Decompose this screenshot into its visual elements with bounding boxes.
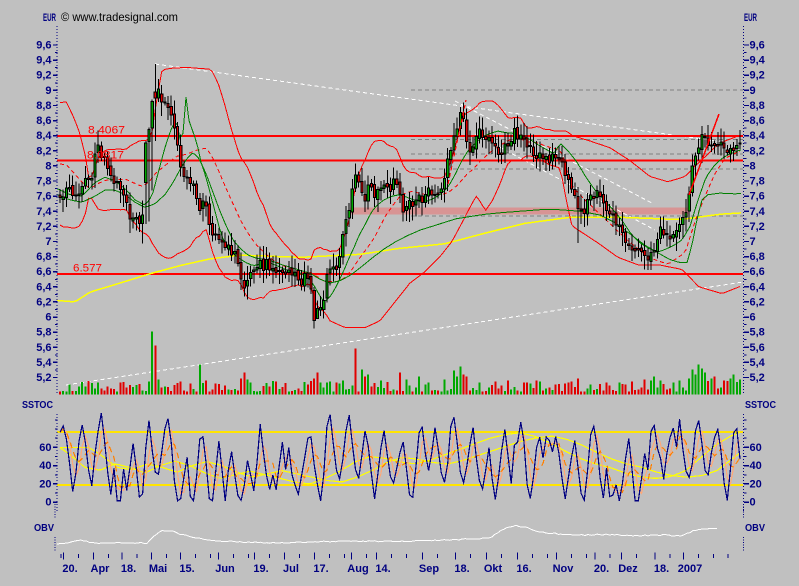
svg-text:Aug: Aug (347, 563, 368, 575)
svg-text:6,8: 6,8 (36, 251, 51, 263)
svg-text:20.: 20. (62, 563, 77, 575)
svg-text:60: 60 (39, 442, 51, 454)
svg-text:0: 0 (750, 497, 756, 509)
svg-text:9,6: 9,6 (36, 40, 51, 52)
svg-text:7,8: 7,8 (36, 176, 51, 188)
svg-text:18.: 18. (654, 563, 669, 575)
svg-text:8,6: 8,6 (750, 115, 765, 127)
svg-text:18.: 18. (454, 563, 469, 575)
svg-text:Mai: Mai (149, 563, 167, 575)
svg-text:14.: 14. (375, 563, 390, 575)
svg-text:8,8: 8,8 (750, 100, 765, 112)
svg-text:20.: 20. (594, 563, 609, 575)
svg-text:0: 0 (45, 497, 51, 509)
svg-text:9,2: 9,2 (750, 70, 765, 82)
svg-text:5,4: 5,4 (750, 357, 766, 369)
svg-text:60: 60 (750, 442, 762, 454)
svg-text:SSTOC: SSTOC (22, 400, 53, 411)
svg-text:40: 40 (39, 460, 51, 472)
svg-text:19.: 19. (253, 563, 268, 575)
svg-text:8,4: 8,4 (36, 130, 52, 142)
svg-text:OBV: OBV (34, 523, 54, 534)
svg-text:8,2: 8,2 (750, 145, 765, 157)
svg-text:EUR: EUR (43, 12, 56, 24)
svg-text:7,4: 7,4 (750, 206, 766, 218)
svg-text:Jun: Jun (215, 563, 235, 575)
svg-text:7,6: 7,6 (36, 191, 51, 203)
svg-text:7: 7 (750, 236, 756, 248)
svg-text:2007: 2007 (678, 563, 702, 575)
svg-text:8,2: 8,2 (36, 145, 51, 157)
svg-text:6,4: 6,4 (750, 281, 766, 293)
svg-text:9,6: 9,6 (750, 40, 765, 52)
svg-text:6,2: 6,2 (750, 296, 765, 308)
svg-text:5,6: 5,6 (36, 342, 51, 354)
svg-text:9,4: 9,4 (36, 55, 52, 67)
svg-text:5,2: 5,2 (36, 372, 51, 384)
svg-text:7,2: 7,2 (750, 221, 765, 233)
svg-text:6,4: 6,4 (36, 281, 52, 293)
svg-text:5,6: 5,6 (750, 342, 765, 354)
svg-text:7,4: 7,4 (36, 206, 52, 218)
svg-text:© www.tradesignal.com: © www.tradesignal.com (61, 10, 178, 24)
svg-text:8.0817: 8.0817 (87, 149, 124, 161)
svg-text:6,6: 6,6 (36, 266, 51, 278)
svg-text:6,8: 6,8 (750, 251, 765, 263)
svg-text:40: 40 (750, 460, 762, 472)
svg-text:Apr: Apr (91, 563, 111, 575)
svg-text:18.: 18. (121, 563, 136, 575)
svg-text:8,4: 8,4 (750, 130, 766, 142)
svg-text:20: 20 (750, 478, 762, 490)
svg-text:OBV: OBV (745, 523, 765, 534)
svg-text:9: 9 (750, 85, 756, 97)
svg-text:Dez: Dez (618, 563, 638, 575)
svg-text:SSTOC: SSTOC (745, 400, 776, 411)
svg-text:16.: 16. (516, 563, 531, 575)
svg-text:8: 8 (45, 160, 51, 172)
svg-text:5,4: 5,4 (36, 357, 52, 369)
svg-text:6,6: 6,6 (750, 266, 765, 278)
svg-text:7,6: 7,6 (750, 191, 765, 203)
svg-text:Sep: Sep (419, 563, 439, 575)
svg-text:9,2: 9,2 (36, 70, 51, 82)
svg-text:17.: 17. (313, 563, 328, 575)
svg-text:5,8: 5,8 (36, 327, 51, 339)
svg-text:6: 6 (750, 312, 756, 324)
svg-text:6: 6 (45, 312, 51, 324)
svg-text:15.: 15. (179, 563, 194, 575)
svg-text:6,2: 6,2 (36, 296, 51, 308)
svg-text:6.577: 6.577 (73, 263, 102, 275)
svg-text:8,8: 8,8 (36, 100, 51, 112)
svg-text:8.4067: 8.4067 (88, 125, 125, 137)
svg-text:5,8: 5,8 (750, 327, 765, 339)
svg-text:7,2: 7,2 (36, 221, 51, 233)
svg-text:20: 20 (39, 478, 51, 490)
svg-text:8,6: 8,6 (36, 115, 51, 127)
svg-text:8: 8 (750, 160, 756, 172)
svg-text:7,8: 7,8 (750, 176, 765, 188)
svg-text:9: 9 (45, 85, 51, 97)
svg-text:7: 7 (45, 236, 51, 248)
svg-text:Nov: Nov (553, 563, 575, 575)
svg-text:9,4: 9,4 (750, 55, 766, 67)
svg-text:EUR: EUR (744, 12, 757, 24)
svg-text:Jul: Jul (283, 563, 299, 575)
svg-text:Okt: Okt (484, 563, 503, 575)
svg-text:5,2: 5,2 (750, 372, 765, 384)
